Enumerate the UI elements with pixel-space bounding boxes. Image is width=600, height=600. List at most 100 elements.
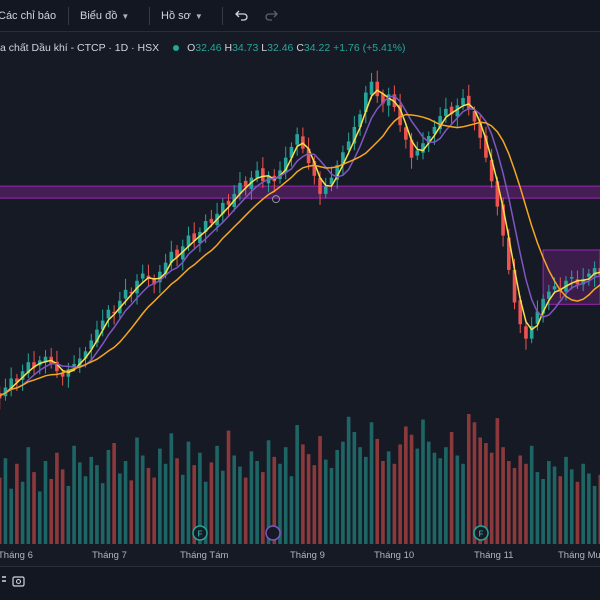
candle-body (569, 277, 574, 279)
volume-bar (381, 461, 385, 544)
candle-body (192, 233, 196, 241)
volume-bar (226, 430, 231, 544)
volume-bar (3, 458, 8, 544)
time-axis[interactable]: Tháng 6 Tháng 7 Tháng Tám Tháng 9 Tháng … (0, 544, 600, 566)
volume-bar (455, 455, 460, 544)
event-marker-icon[interactable]: F (473, 525, 489, 541)
volume-bar (535, 472, 540, 544)
candle-body (175, 249, 179, 258)
redo-button[interactable] (264, 8, 278, 24)
volume-bar (169, 433, 174, 544)
volume-bar (112, 443, 116, 544)
candle-body (261, 168, 265, 182)
profile-dropdown[interactable]: Hồ sơ ▼ (161, 8, 203, 24)
volume-bar (232, 455, 237, 544)
volume-bar (272, 456, 277, 544)
volume-bar (341, 441, 345, 544)
volume-bar (444, 447, 448, 544)
volume-bar (37, 491, 42, 544)
ma-fast-line (0, 89, 600, 397)
volume-bar (404, 426, 408, 544)
candle-body (209, 218, 214, 223)
volume-bar (575, 481, 580, 544)
candle-body (243, 180, 248, 187)
alert-marker-icon[interactable] (272, 195, 280, 204)
volume-bar (186, 441, 191, 544)
chart-type-dropdown[interactable]: Biểu đồ ▼ (80, 8, 129, 24)
candle-body (89, 340, 94, 350)
candle-body (581, 278, 585, 285)
candle-body (466, 95, 471, 109)
volume-bar (20, 481, 25, 544)
undo-button[interactable] (235, 8, 249, 24)
candle-body (598, 268, 600, 276)
volume-bar (221, 470, 225, 544)
candle-body (198, 231, 202, 244)
candle-body (15, 378, 19, 383)
volume-bar (9, 488, 13, 544)
volume-bar (100, 483, 105, 544)
candle-body (507, 237, 511, 270)
candle-body (432, 126, 437, 134)
candle-body (43, 356, 48, 363)
volume-bar (129, 480, 134, 544)
event-marker-icon[interactable]: F (192, 525, 208, 541)
volume-bar (106, 449, 111, 544)
volume-bar (32, 472, 36, 544)
candle-body (83, 351, 88, 359)
volume-bar (598, 474, 600, 544)
toolbar-divider (68, 7, 69, 25)
zone-band (0, 186, 600, 199)
volume-bar (163, 463, 168, 544)
candle-body (72, 364, 76, 368)
candle-body (180, 246, 185, 260)
volume-bar (0, 477, 2, 544)
volume-bar (323, 459, 328, 544)
volume-bar (472, 422, 477, 544)
volume-bar (209, 462, 214, 544)
market-status-icon (173, 44, 180, 51)
volume-bar (512, 467, 517, 544)
moving-averages (0, 89, 600, 397)
candle-body (512, 269, 517, 303)
time-label-jul: Tháng 7 (92, 550, 127, 561)
volume-bar (364, 456, 368, 544)
volume-bar (518, 455, 523, 544)
candle-body (9, 378, 13, 390)
candle-body (547, 291, 551, 299)
volume-bar (66, 485, 71, 544)
candle-body (312, 160, 317, 176)
volume-bar (55, 452, 59, 544)
chevron-down-icon: ▼ (194, 12, 203, 21)
volume-bar (289, 476, 294, 544)
volume-bar (392, 463, 397, 544)
volume-bar (524, 463, 528, 544)
volume-bar (203, 481, 208, 544)
candle-body (318, 177, 322, 194)
volume-bar (255, 461, 259, 544)
event-marker-icon[interactable] (265, 525, 281, 541)
volume-bar (329, 467, 334, 544)
candle-body (592, 268, 597, 276)
time-label-oct: Tháng 10 (374, 550, 415, 561)
svg-text:F: F (479, 530, 484, 539)
volume-bar (146, 467, 151, 544)
volume-bar (466, 414, 471, 544)
indicators-button[interactable]: Các chỉ báo (0, 8, 56, 24)
candle-body (409, 139, 414, 158)
candle-body (32, 362, 36, 368)
volume-bar (283, 447, 288, 544)
ma-slow-line (0, 113, 600, 397)
volume-bar (529, 445, 534, 544)
volume-bar (358, 447, 362, 544)
volume-bar (415, 448, 420, 544)
candle-body (478, 121, 482, 138)
volume-bar (215, 445, 219, 544)
symbol-title[interactable]: a chất Dầu khí - CTCP · 1D · HSX (0, 42, 160, 54)
volume-bar (386, 451, 391, 544)
undo-icon (235, 10, 248, 21)
candle-body (398, 104, 402, 126)
candle-body (106, 309, 111, 319)
